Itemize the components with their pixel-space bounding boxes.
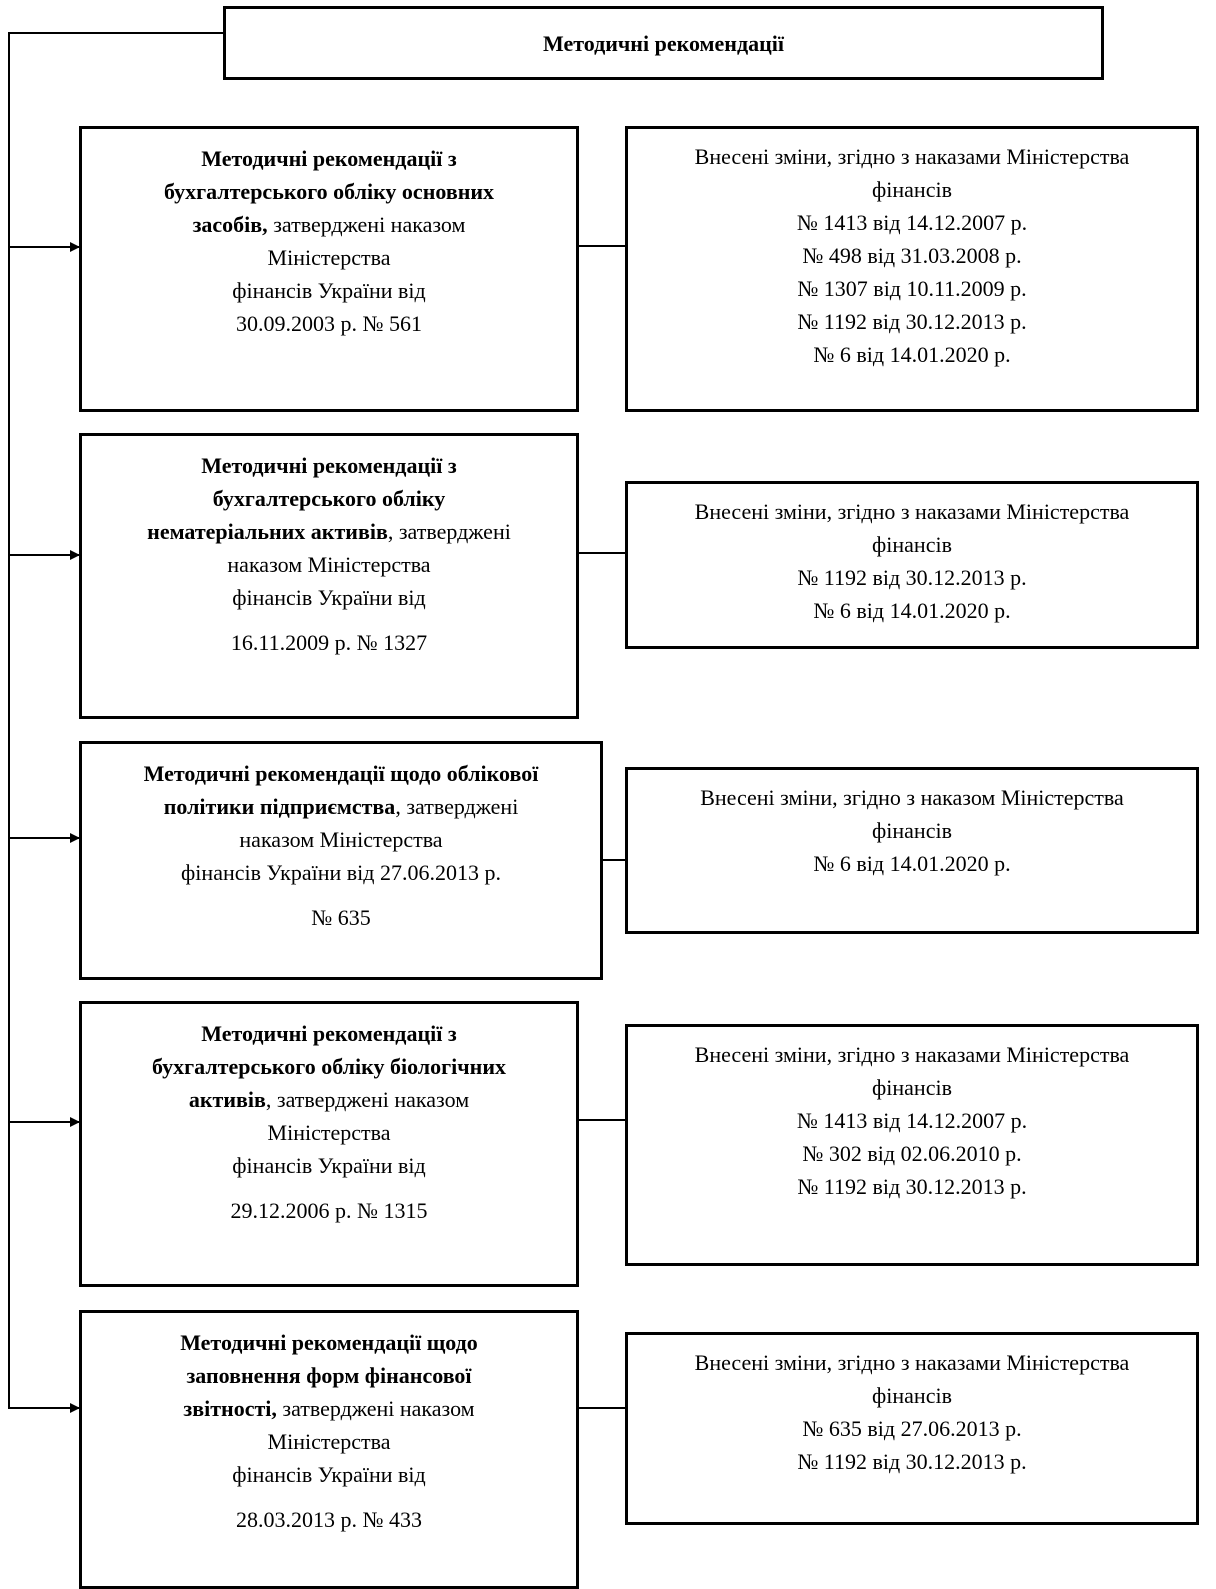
change-line: № 302 від 02.06.2010 р.	[802, 1141, 1022, 1166]
document-line-part: затверджені наказом	[276, 1396, 475, 1421]
change-line: № 1413 від 14.12.2007 р.	[796, 210, 1028, 235]
root-box: Методичні рекомендації	[223, 6, 1104, 80]
document-line: наказом Міністерства	[227, 552, 431, 577]
document-line-part: звітності,	[183, 1396, 277, 1421]
document-line-part: , затверджені наказом	[265, 1087, 470, 1112]
document-box-2: Методичні рекомендації з бухгалтерського …	[79, 433, 579, 719]
document-line: Методичні рекомендації з	[201, 453, 457, 478]
change-line: Внесені зміни, згідно з наказами Міністе…	[694, 499, 1130, 524]
changes-box-4: Внесені зміни, згідно з наказами Міністе…	[625, 1024, 1199, 1266]
change-line: № 498 від 31.03.2008 р.	[802, 243, 1022, 268]
document-line: 16.11.2009 р. № 1327	[230, 630, 428, 655]
change-line: № 1192 від 30.12.2013 р.	[797, 309, 1027, 334]
document-line-part: нематеріальних активів	[147, 519, 388, 544]
document-line: засобів, затверджені наказом	[82, 208, 576, 241]
document-line: фінансів України від	[232, 1462, 426, 1487]
document-line-part: , затверджені	[395, 794, 519, 819]
change-line: № 1192 від 30.12.2013 р.	[797, 1449, 1027, 1474]
change-line: Внесені зміни, згідно з наказами Міністе…	[694, 1042, 1130, 1067]
document-line: 28.03.2013 р. № 433	[236, 1507, 422, 1532]
document-line: фінансів України від	[232, 585, 426, 610]
document-box-1: Методичні рекомендації з бухгалтерського …	[79, 126, 579, 412]
change-line: № 1192 від 30.12.2013 р.	[797, 1174, 1027, 1199]
change-line: № 1413 від 14.12.2007 р.	[796, 1108, 1028, 1133]
document-line-part: активів	[188, 1087, 266, 1112]
document-line: Методичні рекомендації щодо облікової	[143, 761, 539, 786]
change-line: № 6 від 14.01.2020 р.	[813, 342, 1011, 367]
document-box-5: Методичні рекомендації щодо заповнення фо…	[79, 1310, 579, 1589]
change-line: № 1307 від 10.11.2009 р.	[797, 276, 1027, 301]
change-line: Внесені зміни, згідно з наказами Міністе…	[694, 1350, 1130, 1375]
spacer	[82, 889, 600, 901]
document-line: фінансів України від	[232, 278, 426, 303]
document-line: бухгалтерського обліку біологічних	[151, 1054, 507, 1079]
document-line: заповнення форм фінансової	[186, 1363, 472, 1388]
document-box-3: Методичні рекомендації щодо облікової пол…	[79, 741, 603, 980]
document-line: Міністерства	[267, 245, 391, 270]
document-line: 30.09.2003 р. № 561	[236, 311, 422, 336]
change-line: Внесені зміни, згідно з наказом Міністер…	[700, 785, 1124, 810]
document-line: нематеріальних активів, затверджені	[82, 515, 576, 548]
change-line: № 635 від 27.06.2013 р.	[802, 1416, 1022, 1441]
document-line-part: засобів,	[192, 212, 268, 237]
document-line: активів, затверджені наказом	[82, 1083, 576, 1116]
change-line: фінансів	[872, 818, 952, 843]
root-title: Методичні рекомендації	[542, 30, 785, 56]
change-line: № 6 від 14.01.2020 р.	[813, 851, 1011, 876]
document-line: Методичні рекомендації з	[201, 1021, 457, 1046]
spacer	[82, 1182, 576, 1194]
document-line: звітності, затверджені наказом	[82, 1392, 576, 1425]
document-line-part: політики підприємства	[163, 794, 396, 819]
document-line: бухгалтерського обліку основних	[163, 179, 495, 204]
document-line-part: , затверджені	[387, 519, 511, 544]
document-line: фінансів України від	[232, 1153, 426, 1178]
document-line: Міністерства	[267, 1429, 391, 1454]
document-line: № 635	[311, 905, 371, 930]
change-line: фінансів	[872, 1075, 952, 1100]
change-line: фінансів	[872, 177, 952, 202]
changes-box-5: Внесені зміни, згідно з наказами Міністе…	[625, 1332, 1199, 1525]
change-line: № 6 від 14.01.2020 р.	[813, 598, 1011, 623]
document-box-4: Методичні рекомендації з бухгалтерського …	[79, 1001, 579, 1287]
change-line: фінансів	[872, 532, 952, 557]
document-line: наказом Міністерства	[239, 827, 443, 852]
changes-box-3: Внесені зміни, згідно з наказом Міністер…	[625, 767, 1199, 934]
document-line-part: затверджені наказом	[267, 212, 466, 237]
document-line: Методичні рекомендації щодо	[180, 1330, 478, 1355]
change-line: Внесені зміни, згідно з наказами Міністе…	[694, 144, 1130, 169]
spacer	[82, 614, 576, 626]
document-line: 29.12.2006 р. № 1315	[230, 1198, 428, 1223]
changes-box-1: Внесені зміни, згідно з наказами Міністе…	[625, 126, 1199, 412]
document-line: Методичні рекомендації з	[201, 146, 457, 171]
change-line: фінансів	[872, 1383, 952, 1408]
change-line: № 1192 від 30.12.2013 р.	[797, 565, 1027, 590]
spacer	[82, 1491, 576, 1503]
changes-box-2: Внесені зміни, згідно з наказами Міністе…	[625, 481, 1199, 649]
document-line: Міністерства	[267, 1120, 391, 1145]
document-line: фінансів України від 27.06.2013 р.	[181, 860, 501, 885]
document-line: політики підприємства, затверджені	[82, 790, 600, 823]
document-line: бухгалтерського обліку	[212, 486, 446, 511]
